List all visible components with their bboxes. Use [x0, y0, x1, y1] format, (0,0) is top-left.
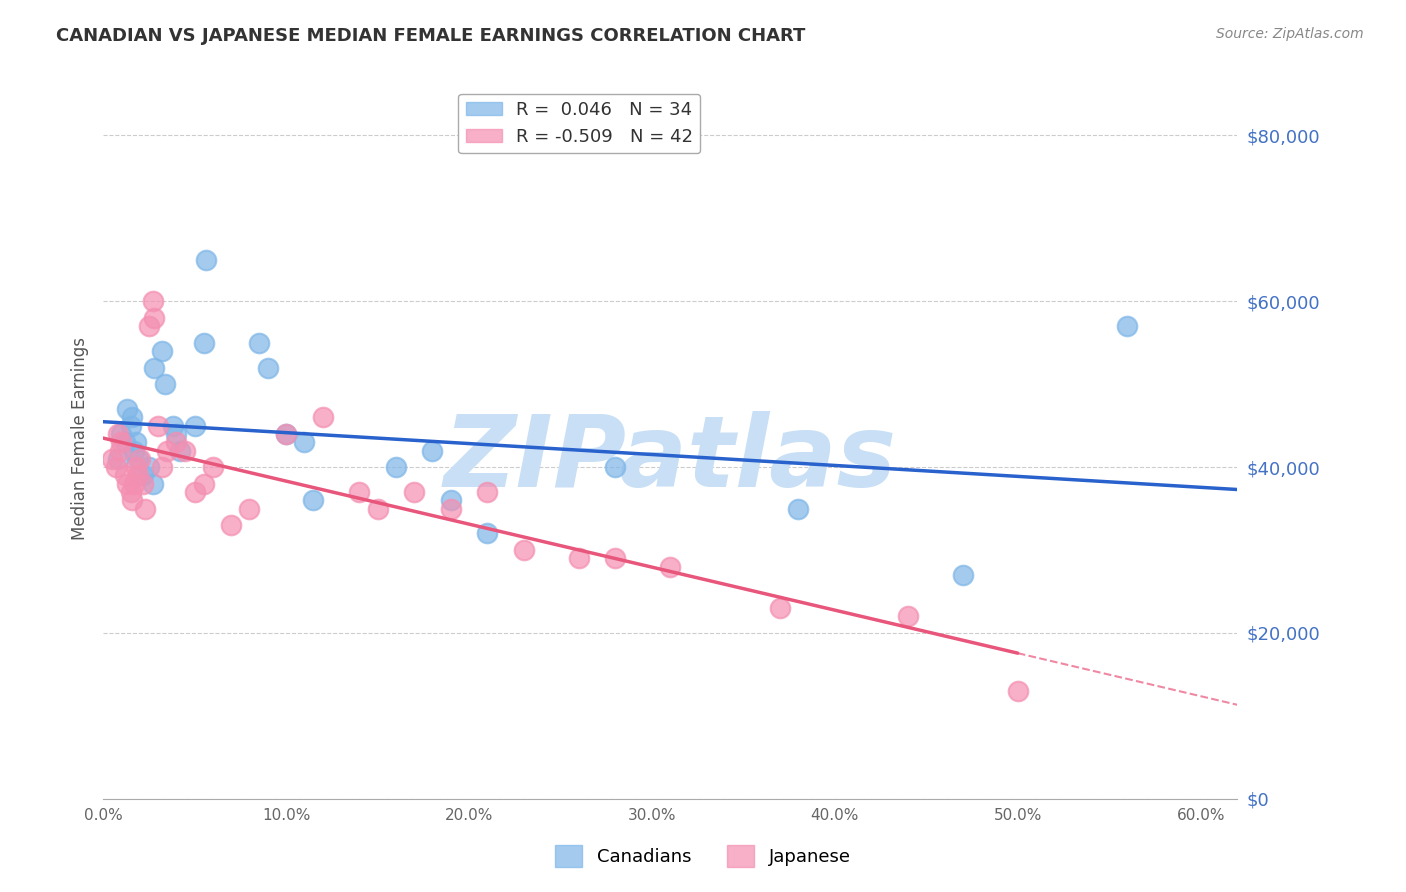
Point	[183, 485, 205, 500]
Point	[101, 451, 124, 466]
Text: ZIPatlas: ZIPatlas	[444, 411, 897, 508]
Legend: R =  0.046   N = 34, R = -0.509   N = 42: R = 0.046 N = 34, R = -0.509 N = 42	[458, 94, 700, 153]
Point	[219, 518, 242, 533]
Point	[422, 443, 444, 458]
Point	[605, 460, 627, 475]
Point	[121, 493, 143, 508]
Point	[143, 310, 166, 325]
Point	[477, 526, 499, 541]
Point	[121, 410, 143, 425]
Point	[952, 568, 974, 582]
Point	[174, 443, 197, 458]
Y-axis label: Median Female Earnings: Median Female Earnings	[72, 336, 89, 540]
Point	[104, 460, 127, 475]
Text: CANADIAN VS JAPANESE MEDIAN FEMALE EARNINGS CORRELATION CHART: CANADIAN VS JAPANESE MEDIAN FEMALE EARNI…	[56, 27, 806, 45]
Point	[127, 451, 149, 466]
Point	[274, 426, 297, 441]
Point	[165, 435, 187, 450]
Point	[138, 319, 160, 334]
Point	[143, 360, 166, 375]
Point	[201, 460, 224, 475]
Point	[155, 377, 177, 392]
Point	[256, 360, 278, 375]
Point	[120, 418, 142, 433]
Point	[127, 468, 149, 483]
Point	[404, 485, 426, 500]
Legend: Canadians, Japanese: Canadians, Japanese	[548, 838, 858, 874]
Point	[769, 601, 792, 615]
Point	[440, 493, 463, 508]
Point	[122, 476, 145, 491]
Point	[138, 460, 160, 475]
Point	[302, 493, 325, 508]
Point	[292, 435, 315, 450]
Point	[238, 501, 260, 516]
Point	[347, 485, 370, 500]
Point	[141, 294, 163, 309]
Point	[134, 501, 156, 516]
Point	[1007, 684, 1029, 698]
Point	[107, 451, 129, 466]
Point	[146, 418, 169, 433]
Point	[440, 501, 463, 516]
Point	[183, 418, 205, 433]
Point	[141, 476, 163, 491]
Point	[122, 443, 145, 458]
Point	[114, 435, 136, 450]
Point	[247, 335, 270, 350]
Point	[150, 460, 173, 475]
Point	[156, 443, 179, 458]
Point	[605, 551, 627, 566]
Text: Source: ZipAtlas.com: Source: ZipAtlas.com	[1216, 27, 1364, 41]
Point	[477, 485, 499, 500]
Point	[193, 335, 215, 350]
Point	[659, 559, 682, 574]
Point	[165, 426, 187, 441]
Point	[132, 476, 155, 491]
Point	[193, 476, 215, 491]
Point	[274, 426, 297, 441]
Point	[1116, 319, 1139, 334]
Point	[115, 476, 138, 491]
Point	[385, 460, 408, 475]
Point	[125, 435, 148, 450]
Point	[115, 402, 138, 417]
Point	[568, 551, 591, 566]
Point	[110, 426, 132, 441]
Point	[120, 485, 142, 500]
Point	[110, 435, 132, 450]
Point	[128, 451, 150, 466]
Point	[897, 609, 920, 624]
Point	[150, 344, 173, 359]
Point	[114, 468, 136, 483]
Point	[162, 418, 184, 433]
Point	[125, 460, 148, 475]
Point	[169, 443, 191, 458]
Point	[107, 426, 129, 441]
Point	[311, 410, 333, 425]
Point	[132, 468, 155, 483]
Point	[366, 501, 388, 516]
Point	[194, 252, 217, 267]
Point	[108, 443, 131, 458]
Point	[787, 501, 810, 516]
Point	[513, 543, 536, 558]
